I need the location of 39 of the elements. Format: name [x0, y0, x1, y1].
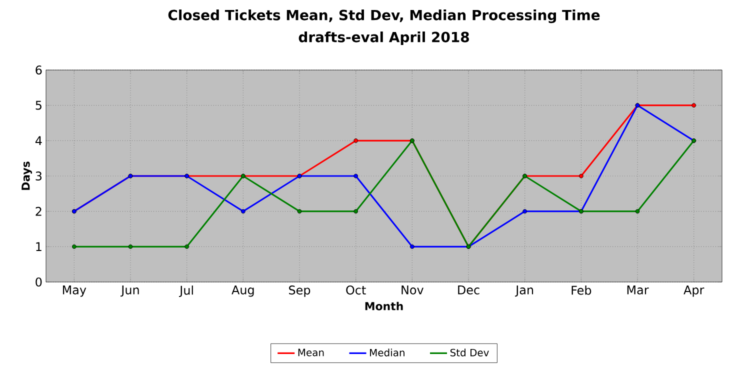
y-tick-label: 5 [36, 100, 42, 110]
x-tick-label: Aug [232, 286, 254, 297]
y-tick-label: 1 [36, 242, 42, 252]
x-tick-label: Oct [346, 286, 366, 295]
point [128, 244, 133, 249]
y-tick-label: 6 [36, 65, 42, 75]
x-tick-label: Jun [120, 286, 139, 297]
x-tick-label: Jul [179, 286, 193, 297]
point [354, 138, 358, 143]
point [692, 103, 696, 108]
chart-title: Closed Tickets Mean, Std Dev, Median Processing Time [168, 10, 600, 24]
y-tick-label: 3 [36, 171, 42, 181]
legend-label: Std Dev [450, 348, 489, 356]
point [240, 209, 246, 214]
x-tick-label: Sep [289, 286, 310, 297]
x-axis-title: Month [365, 302, 403, 310]
point [578, 174, 584, 178]
chart-subtitle: drafts-eval April 2018 [298, 32, 469, 46]
point [410, 244, 414, 249]
y-tick-label: 2 [36, 206, 42, 216]
point [522, 209, 528, 214]
point [354, 209, 358, 214]
point [72, 244, 76, 249]
x-tick-label: Apr [684, 286, 704, 297]
legend-label: Median [370, 348, 404, 356]
y-axis-title: Days [22, 162, 32, 190]
x-tick-label: Mar [627, 286, 649, 294]
x-tick-label: Jan [515, 286, 534, 297]
y-tick-label: 0 [36, 277, 42, 287]
legend-label: Mean [298, 348, 324, 356]
point [635, 209, 640, 214]
x-tick-label: Nov [402, 286, 424, 294]
point [354, 174, 358, 178]
point [184, 244, 190, 249]
y-tick-label: 4 [35, 136, 42, 146]
x-tick-label: Feb [572, 286, 592, 295]
x-tick-label: May [62, 286, 86, 297]
point [297, 209, 302, 214]
x-tick-label: Dec [458, 286, 480, 294]
